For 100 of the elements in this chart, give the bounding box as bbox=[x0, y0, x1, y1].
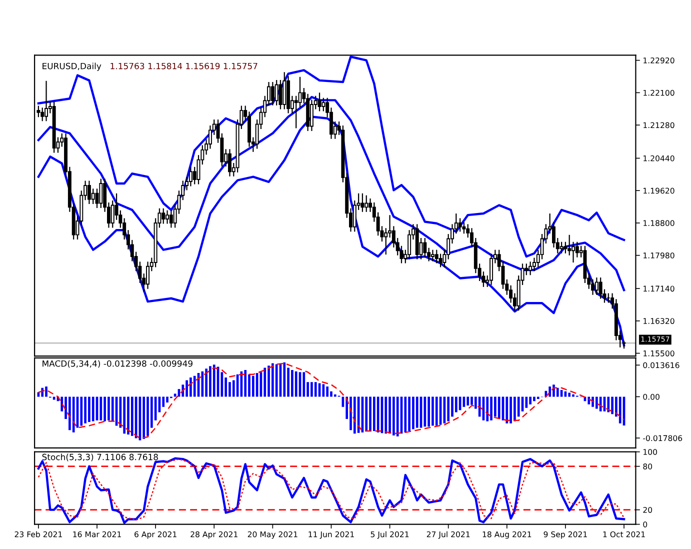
bar bbox=[244, 370, 247, 397]
text: EURUSD,Daily bbox=[42, 62, 102, 71]
bar bbox=[100, 396, 102, 420]
candlestick bbox=[298, 76, 302, 108]
bar bbox=[310, 382, 313, 397]
bar bbox=[365, 396, 368, 432]
bar bbox=[408, 396, 410, 432]
bar bbox=[108, 396, 110, 420]
bar bbox=[384, 396, 388, 434]
bar bbox=[294, 371, 298, 397]
bar bbox=[454, 396, 458, 412]
bar bbox=[127, 396, 130, 435]
candlestick bbox=[606, 292, 610, 304]
candlestick bbox=[462, 222, 466, 234]
candlestick bbox=[438, 253, 442, 268]
bar bbox=[588, 396, 590, 404]
candlestick bbox=[228, 148, 232, 177]
candlestick bbox=[360, 192, 364, 212]
candlestick bbox=[318, 92, 322, 112]
candlestick bbox=[162, 208, 166, 224]
bar bbox=[186, 380, 188, 397]
bar bbox=[314, 382, 317, 397]
bar bbox=[494, 396, 496, 417]
candlestick bbox=[188, 166, 192, 187]
candlestick bbox=[564, 241, 568, 254]
chart-title: MACD(5,34,4) -0.012398 -0.009949 bbox=[42, 360, 192, 368]
bar bbox=[428, 396, 430, 427]
bar bbox=[45, 386, 48, 397]
bar bbox=[123, 396, 126, 434]
candlestick bbox=[270, 81, 274, 106]
chart-title: Stoch(5,3,3) 7.1106 8.7618 bbox=[42, 454, 158, 462]
bar bbox=[556, 388, 559, 397]
line-series bbox=[37, 96, 626, 292]
bar bbox=[72, 396, 75, 432]
bar bbox=[607, 396, 610, 412]
candlestick bbox=[166, 210, 170, 224]
bar bbox=[404, 396, 407, 432]
bar bbox=[568, 392, 571, 397]
bar bbox=[334, 394, 336, 397]
bar bbox=[248, 374, 250, 397]
bar bbox=[373, 396, 376, 432]
bar bbox=[104, 396, 106, 422]
bar bbox=[291, 370, 294, 397]
bar bbox=[435, 396, 438, 426]
bar bbox=[510, 396, 512, 424]
bar bbox=[611, 396, 614, 414]
candlestick bbox=[274, 79, 278, 106]
bar bbox=[369, 396, 372, 432]
candlestick bbox=[430, 249, 434, 262]
candlestick bbox=[40, 107, 44, 122]
bar bbox=[490, 396, 492, 420]
candlestick bbox=[458, 218, 462, 232]
candlestick bbox=[568, 234, 572, 256]
candlestick bbox=[310, 99, 314, 132]
bar bbox=[193, 376, 196, 397]
bar bbox=[533, 396, 536, 402]
bar bbox=[142, 396, 146, 439]
bar bbox=[92, 396, 94, 422]
candlestick bbox=[44, 80, 48, 122]
candlestick bbox=[169, 210, 173, 228]
bar bbox=[68, 396, 71, 430]
candlestick bbox=[528, 261, 532, 276]
bar bbox=[514, 396, 516, 422]
candlestick bbox=[560, 241, 564, 254]
bar bbox=[529, 396, 532, 404]
bar bbox=[506, 396, 508, 424]
candlestick bbox=[322, 97, 326, 112]
bar bbox=[498, 396, 500, 419]
bar bbox=[572, 394, 574, 397]
candlestick bbox=[423, 237, 427, 258]
bar bbox=[447, 396, 450, 422]
bar bbox=[212, 364, 216, 397]
candlestick bbox=[400, 245, 404, 264]
bar bbox=[396, 396, 399, 436]
bar bbox=[350, 396, 352, 430]
candlestick bbox=[364, 194, 368, 212]
bar bbox=[599, 396, 602, 412]
candlestick bbox=[434, 249, 438, 264]
candlestick bbox=[278, 79, 282, 110]
candlestick bbox=[99, 178, 103, 209]
candlestick bbox=[490, 253, 494, 286]
bar bbox=[416, 396, 418, 428]
bar bbox=[536, 396, 540, 400]
candlestick bbox=[294, 95, 298, 129]
bar bbox=[525, 396, 528, 408]
bar bbox=[84, 396, 86, 424]
bar bbox=[353, 396, 356, 434]
text: 1.15763 1.15814 1.15619 1.15757 bbox=[110, 62, 258, 70]
candlestick bbox=[598, 276, 602, 300]
bar bbox=[268, 366, 270, 397]
bar bbox=[130, 396, 134, 436]
bar bbox=[470, 396, 473, 405]
bar bbox=[209, 366, 212, 397]
bar bbox=[548, 386, 552, 397]
candlestick bbox=[594, 276, 598, 296]
bar bbox=[412, 396, 414, 430]
bar bbox=[264, 368, 266, 397]
bar bbox=[146, 396, 149, 436]
candlestick bbox=[146, 261, 150, 290]
candlestick bbox=[87, 180, 91, 205]
